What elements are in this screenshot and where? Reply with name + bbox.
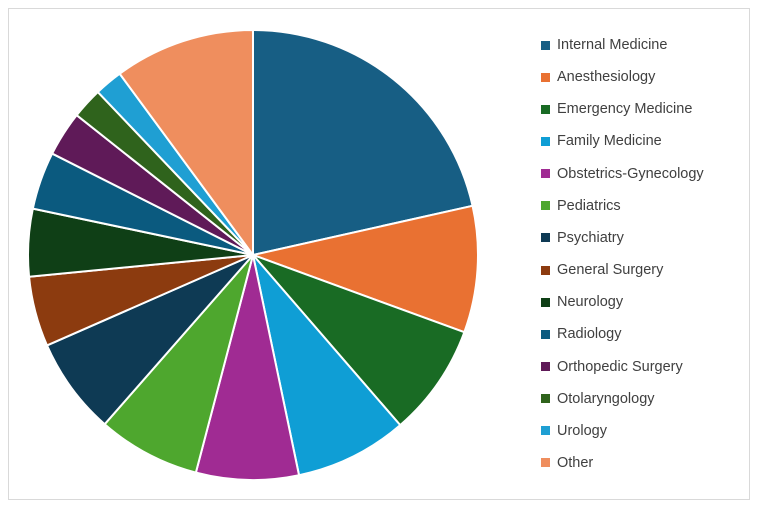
- legend-item: Urology: [541, 419, 607, 443]
- legend-label: Internal Medicine: [557, 37, 668, 53]
- legend-label: Obstetrics-Gynecology: [557, 165, 704, 182]
- legend-item: Emergency Medicine: [541, 97, 692, 121]
- legend-item: General Surgery: [541, 258, 663, 282]
- legend-swatch: [541, 426, 550, 436]
- pie-slice-emergency-medicine: [252, 254, 466, 427]
- legend-item: Pediatrics: [541, 194, 621, 218]
- legend-label: Anesthesiology: [557, 69, 656, 86]
- legend-swatch: [541, 40, 550, 50]
- legend-label: General Surgery: [557, 262, 664, 279]
- pie-slice-anesthesiology: [252, 204, 479, 334]
- legend-swatch: [541, 233, 550, 243]
- legend-item: Family Medicine: [541, 129, 662, 153]
- legend-swatch: [541, 104, 550, 114]
- legend-item: Anesthesiology: [541, 65, 655, 89]
- legend-label: Psychiatry: [557, 229, 624, 246]
- legend-swatch: [541, 329, 550, 339]
- legend-swatch: [541, 265, 550, 275]
- legend-swatch: [541, 458, 550, 468]
- legend-swatch: [541, 169, 550, 179]
- legend-item: Internal Medicine: [541, 33, 667, 57]
- legend-item: Neurology: [541, 290, 623, 314]
- legend-swatch: [541, 394, 550, 404]
- legend-swatch: [541, 362, 550, 371]
- legend-swatch: [541, 136, 550, 146]
- legend-label: Emergency Medicine: [557, 101, 693, 118]
- legend-item: Other: [541, 451, 593, 475]
- legend-swatch: [541, 297, 550, 307]
- legend-item: Radiology: [541, 322, 622, 346]
- pie-slice-pediatrics: [103, 254, 254, 474]
- legend-label: Radiology: [557, 326, 622, 343]
- legend-item: Obstetrics-Gynecology: [541, 162, 704, 186]
- pie-slice-other: [118, 29, 254, 256]
- legend-label: Otolaryngology: [557, 390, 655, 407]
- legend-item: Otolaryngology: [541, 387, 655, 411]
- legend-label: Neurology: [557, 294, 624, 311]
- legend-item: Orthopedic Surgery: [541, 355, 683, 379]
- legend-label: Family Medicine: [557, 133, 662, 150]
- legend-label: Pediatrics: [557, 197, 621, 214]
- pie-slice-internal-medicine: [252, 29, 474, 256]
- legend-label: Other: [557, 454, 594, 471]
- legend-label: Urology: [557, 422, 607, 439]
- pie-slice-obstetrics-gynecology: [194, 254, 301, 481]
- pie-slice-family-medicine: [252, 254, 402, 477]
- legend-label: Orthopedic Surgery: [557, 358, 683, 375]
- legend-item: Psychiatry: [541, 226, 624, 250]
- legend-swatch: [541, 201, 550, 211]
- legend-swatch: [541, 72, 550, 82]
